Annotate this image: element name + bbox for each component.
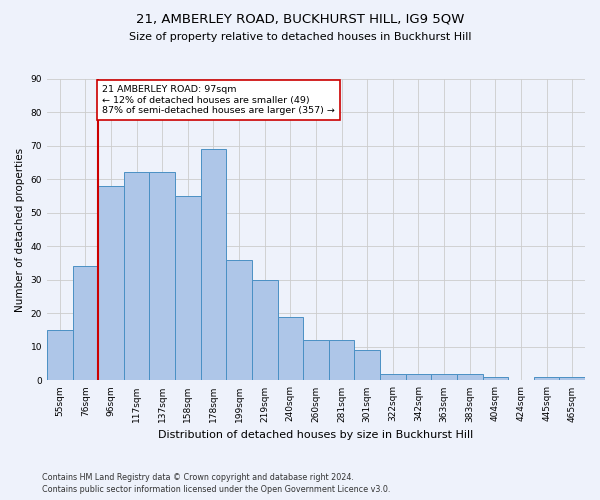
Bar — [226, 260, 252, 380]
Bar — [175, 196, 200, 380]
Bar — [329, 340, 355, 380]
Bar — [380, 374, 406, 380]
Bar — [559, 377, 585, 380]
Bar — [124, 172, 149, 380]
Bar — [73, 266, 98, 380]
Bar — [98, 186, 124, 380]
Bar — [47, 330, 73, 380]
X-axis label: Distribution of detached houses by size in Buckhurst Hill: Distribution of detached houses by size … — [158, 430, 473, 440]
Bar — [303, 340, 329, 380]
Text: 21, AMBERLEY ROAD, BUCKHURST HILL, IG9 5QW: 21, AMBERLEY ROAD, BUCKHURST HILL, IG9 5… — [136, 12, 464, 26]
Bar — [252, 280, 278, 380]
Bar — [457, 374, 482, 380]
Bar — [355, 350, 380, 380]
Text: 21 AMBERLEY ROAD: 97sqm
← 12% of detached houses are smaller (49)
87% of semi-de: 21 AMBERLEY ROAD: 97sqm ← 12% of detache… — [102, 85, 335, 115]
Text: Contains public sector information licensed under the Open Government Licence v3: Contains public sector information licen… — [42, 485, 391, 494]
Bar — [149, 172, 175, 380]
Bar — [200, 149, 226, 380]
Y-axis label: Number of detached properties: Number of detached properties — [15, 148, 25, 312]
Bar — [278, 316, 303, 380]
Text: Contains HM Land Registry data © Crown copyright and database right 2024.: Contains HM Land Registry data © Crown c… — [42, 472, 354, 482]
Text: Size of property relative to detached houses in Buckhurst Hill: Size of property relative to detached ho… — [129, 32, 471, 42]
Bar — [406, 374, 431, 380]
Bar — [482, 377, 508, 380]
Bar — [431, 374, 457, 380]
Bar — [534, 377, 559, 380]
